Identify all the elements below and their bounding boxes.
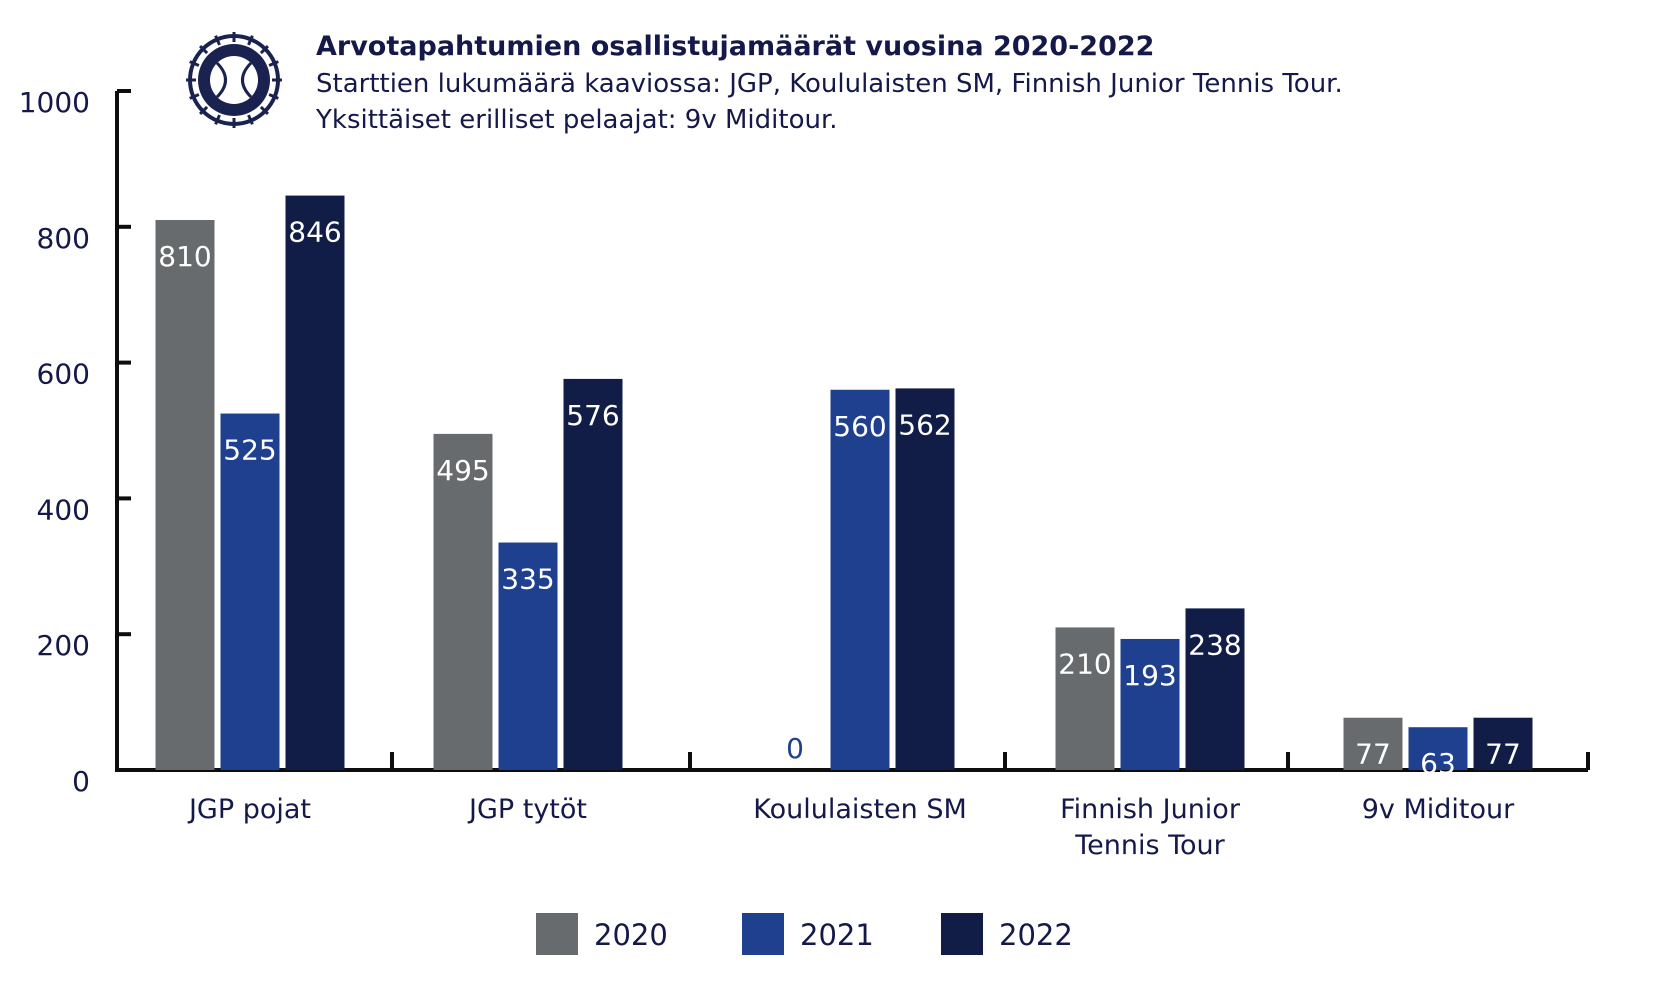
data-label: 238 — [1188, 628, 1241, 661]
bar-2021 — [220, 413, 280, 770]
data-label: 562 — [898, 408, 951, 441]
data-label: 77 — [1485, 738, 1521, 771]
data-label: 810 — [158, 240, 211, 273]
bar-2020 — [1055, 627, 1115, 770]
bar-2021 — [498, 542, 558, 770]
x-tick-label: 9v Miditour — [1362, 794, 1515, 825]
data-label: 495 — [436, 454, 489, 487]
bar-2022 — [895, 388, 955, 770]
bar-2020 — [155, 220, 215, 770]
bar-2022 — [1185, 608, 1245, 770]
axes: 0 200 400 600 800 1000 JGP pojat JGP tytöt Koulu… — [19, 86, 1590, 861]
chart-subtitle-line-1: Starttien lukumäärä kaaviossa: JGP, Koul… — [316, 69, 1343, 99]
bars — [155, 195, 1533, 771]
y-tick-label: 600 — [37, 358, 90, 391]
chart-subtitle-line-2: Yksittäiset erilliset pelaajat: 9v Midit… — [315, 105, 838, 135]
x-tick-label: Koululaisten SM — [753, 794, 967, 825]
bar-2022 — [1473, 717, 1533, 770]
legend-label: 2020 — [594, 918, 668, 952]
legend-swatch-2022 — [941, 913, 983, 955]
bar-2021 — [1120, 638, 1180, 770]
bar-2021 — [830, 389, 890, 770]
y-tick-label: 800 — [37, 222, 90, 255]
data-label: 210 — [1058, 647, 1111, 680]
data-label: 193 — [1123, 659, 1176, 692]
y-tick-label: 200 — [37, 629, 90, 662]
legend-swatch-2021 — [742, 913, 784, 955]
data-label: 525 — [223, 434, 276, 467]
legend-swatch-2020 — [536, 913, 578, 955]
data-label: 560 — [833, 410, 886, 443]
x-tick-label: Tennis Tour — [1074, 830, 1225, 861]
data-label: 63 — [1420, 747, 1456, 780]
chart-title: Arvotapahtumien osallistujamäärät vuosin… — [316, 31, 1154, 62]
y-tick-label: 0 — [72, 765, 90, 798]
x-tick-label: Finnish Junior — [1060, 794, 1241, 825]
data-label: 77 — [1355, 738, 1391, 771]
bar-2022 — [563, 378, 623, 770]
x-tick-label: JGP pojat — [187, 794, 311, 825]
legend-label: 2022 — [999, 918, 1073, 952]
data-label: 0 — [786, 732, 804, 765]
y-tick-label: 1000 — [19, 86, 90, 119]
data-label: 846 — [288, 216, 341, 249]
bar-2020 — [433, 433, 493, 770]
y-tick-label: 400 — [37, 493, 90, 526]
bar-2021 — [1408, 727, 1468, 770]
legend: 2020 2021 2022 — [536, 913, 1073, 955]
x-tick-label: JGP tytöt — [467, 794, 587, 825]
data-label: 576 — [566, 399, 619, 432]
bar-2022 — [285, 195, 345, 771]
bar-2020 — [1343, 717, 1403, 770]
tennis-federation-emblem-icon — [186, 32, 282, 128]
data-label: 335 — [501, 563, 554, 596]
data-labels: 810 495 0 210 77 525 335 560 193 63 846 576 562 238 77 — [158, 216, 1521, 781]
legend-label: 2021 — [800, 918, 874, 952]
